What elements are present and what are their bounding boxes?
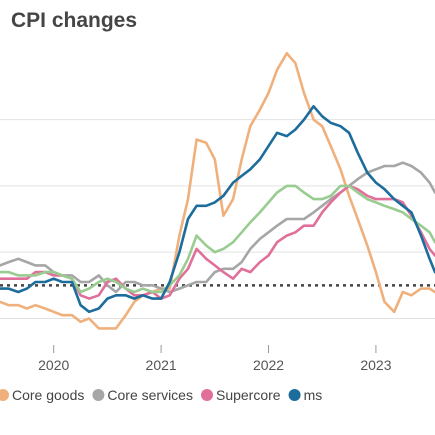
series-line-core-services: [0, 161, 435, 294]
x-tick-label: 2021: [146, 357, 177, 373]
legend-marker-trimmed-mean: [288, 389, 301, 401]
x-axis: 2020 2021 2022 2023: [38, 345, 392, 373]
legend-marker-core-services: [92, 389, 105, 401]
legend-label-core-goods: Core goods: [12, 387, 84, 403]
x-tick-label: 2023: [360, 357, 391, 373]
legend: Core goods Core services Supercore ms: [0, 387, 322, 403]
legend-marker-supercore: [200, 389, 213, 401]
series-line-trimmed-mean: [0, 105, 435, 314]
legend-marker-core-goods: [0, 389, 9, 401]
x-tick-label: 2020: [38, 357, 69, 373]
legend-label-trimmed-mean: ms: [304, 387, 323, 403]
chart-title: CPI changes: [11, 9, 138, 32]
series-line-core-goods: [0, 52, 435, 330]
series-lines: [0, 52, 435, 330]
x-tick-label: 2022: [253, 357, 284, 373]
legend-label-supercore: Supercore: [216, 387, 281, 403]
gridlines: [0, 119, 435, 319]
series-line-core-cpi: [0, 184, 435, 294]
legend-label-core-services: Core services: [107, 387, 193, 403]
